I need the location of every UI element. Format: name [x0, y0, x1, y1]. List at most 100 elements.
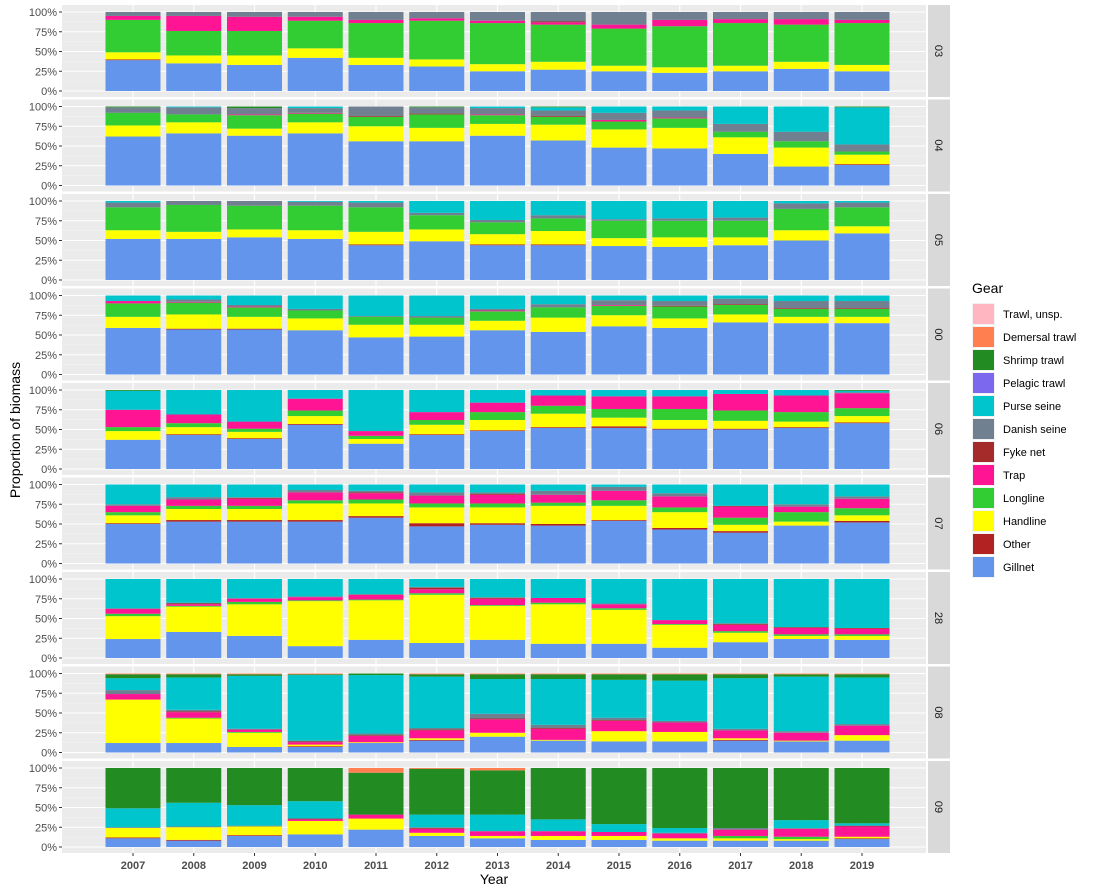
bar-segment-danish-seine: [105, 504, 161, 506]
bar-06-2014: [530, 390, 586, 469]
bar-segment-handline: [409, 738, 465, 740]
bar-06-2016: [652, 390, 708, 469]
bar-segment-trap: [773, 732, 829, 741]
bar-segment-danish-seine: [713, 217, 768, 221]
bar-segment-gillnet: [773, 525, 829, 564]
bar-segment-longline: [834, 207, 890, 227]
bar-segment-gillnet: [530, 69, 586, 91]
x-tick-label: 2014: [546, 860, 571, 872]
facet-panel-09: 0% 25% 50% 75% 100% 09: [29, 761, 950, 854]
bar-segment-demersal-trawl: [166, 673, 222, 675]
bar-segment-trap: [470, 20, 525, 24]
bar-segment-longline: [227, 307, 282, 317]
bar-segment-handline: [105, 699, 161, 744]
bar-segment-other: [470, 430, 525, 432]
bar-segment-longline: [591, 608, 647, 610]
bar-segment-gillnet: [834, 740, 890, 753]
facet-panel-08: 0% 25% 50% 75% 100% 08: [29, 666, 950, 760]
bar-segment-longline: [773, 24, 829, 62]
bar-segment-gillnet: [773, 323, 829, 375]
bar-segment-longline: [773, 836, 829, 840]
bar-segment-gillnet: [773, 240, 829, 280]
bar-segment-danish-seine: [834, 12, 890, 20]
bar-segment-danish-seine: [348, 733, 404, 736]
bar-segment-longline: [227, 115, 282, 129]
bar-segment-trap: [166, 414, 222, 424]
bar-06-2011: [348, 390, 404, 469]
bar-segment-trap: [591, 396, 647, 409]
legend-key-swatch: [973, 327, 994, 347]
x-tick-label: 2010: [303, 860, 327, 872]
bar-segment-handline: [713, 838, 768, 841]
x-tick-label: 2015: [607, 860, 631, 872]
bar-segment-purse-seine: [591, 824, 647, 832]
bar-28-2011: [348, 579, 404, 658]
bar-segment-handline: [166, 55, 222, 64]
bar-segment-gillnet: [834, 233, 890, 280]
bar-segment-purse-seine: [166, 802, 222, 827]
bar-segment-handline: [773, 61, 829, 69]
bar-segment-handline: [409, 424, 465, 435]
bar-segment-danish-seine: [530, 215, 586, 219]
bar-segment-danish-seine: [287, 108, 343, 113]
bar-03-2015: [591, 12, 647, 91]
bar-segment-other: [105, 523, 161, 524]
bar-segment-longline: [409, 420, 465, 425]
bar-28-2007: [105, 579, 161, 658]
bar-segment-danish-seine: [470, 308, 525, 311]
bar-segment-purse-seine: [409, 814, 465, 828]
bar-segment-trap: [652, 620, 708, 625]
bar-08-2017: [713, 673, 768, 753]
bar-segment-fyke-net: [713, 624, 768, 625]
bar-segment-trap: [591, 24, 647, 29]
bar-segment-purse-seine: [652, 828, 708, 833]
bar-segment-handline: [773, 521, 829, 526]
bar-segment-longline: [652, 306, 708, 319]
bar-segment-gillnet: [287, 238, 343, 280]
bar-segment-gillnet: [834, 639, 890, 658]
bar-segment-handline: [652, 624, 708, 648]
bar-segment-purse-seine: [834, 823, 890, 826]
bar-segment-purse-seine: [773, 676, 829, 732]
bar-segment-handline: [470, 732, 525, 737]
bar-segment-purse-seine: [287, 295, 343, 309]
bar-segment-handline: [530, 317, 586, 332]
bar-segment-gillnet: [409, 835, 465, 847]
bar-segment-longline: [591, 408, 647, 418]
bar-segment-danish-seine: [713, 828, 768, 830]
bar-segment-purse-seine: [530, 107, 586, 111]
bar-segment-purse-seine: [773, 390, 829, 396]
bar-segment-trap: [773, 828, 829, 837]
bar-06-2017: [713, 390, 768, 469]
bar-segment-danish-seine: [409, 316, 465, 318]
y-tick-label: 25%: [35, 633, 57, 645]
bar-segment-handline: [287, 503, 343, 521]
bar-segment-danish-seine: [591, 603, 647, 605]
bar-segment-purse-seine: [530, 819, 586, 832]
bar-28-2010: [287, 579, 343, 658]
bar-08-2009: [227, 673, 282, 753]
bar-segment-gillnet: [834, 71, 890, 91]
bar-segment-shrimp-trawl: [652, 674, 708, 681]
bar-08-2011: [348, 673, 404, 753]
bar-segment-purse-seine: [773, 295, 829, 302]
bar-segment-purse-seine: [227, 675, 282, 729]
bar-04-2019: [834, 106, 890, 186]
bar-00-2010: [287, 295, 343, 375]
bar-segment-handline: [591, 505, 647, 521]
bar-segment-gillnet: [166, 631, 222, 658]
bar-segment-danish-seine: [105, 608, 161, 610]
legend-item: Trap: [972, 464, 1025, 486]
bar-05-2018: [773, 201, 829, 280]
bar-segment-handline: [409, 507, 465, 524]
bar-segment-longline: [713, 131, 768, 138]
bar-segment-demersal-trawl: [470, 673, 525, 675]
bar-segment-handline: [591, 835, 647, 840]
bar-segment-danish-seine: [166, 826, 222, 828]
bar-segment-handline: [287, 744, 343, 747]
bar-segment-gillnet: [591, 71, 647, 91]
bar-segment-other: [530, 244, 586, 246]
bar-segment-purse-seine: [105, 579, 161, 609]
bar-segment-demersal-trawl: [652, 673, 708, 675]
bar-segment-other: [166, 328, 222, 330]
